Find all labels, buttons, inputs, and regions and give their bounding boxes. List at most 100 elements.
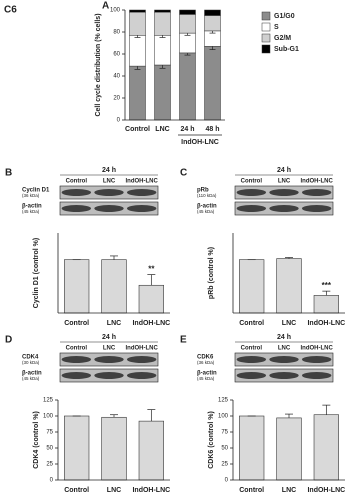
bar-segment bbox=[129, 11, 146, 36]
y-axis-label: CDK6 (control %) bbox=[208, 411, 215, 469]
blot-band bbox=[94, 372, 124, 379]
bar bbox=[101, 416, 127, 481]
lane-label: Control bbox=[66, 179, 88, 185]
bar-segment bbox=[129, 9, 146, 13]
blot-band bbox=[94, 356, 124, 363]
y-tick-label: 75 bbox=[221, 430, 228, 436]
y-tick-label: 20 bbox=[113, 96, 120, 102]
protein-size: (30 kDa) bbox=[22, 360, 40, 365]
bar-segment bbox=[129, 35, 146, 67]
blot-band bbox=[301, 372, 332, 379]
blot-band bbox=[236, 205, 267, 212]
bar-segment bbox=[179, 32, 196, 54]
blot-band bbox=[301, 189, 332, 196]
protein-name: Cyclin D1 bbox=[22, 188, 50, 194]
lane-label: LNC bbox=[278, 346, 291, 352]
y-tick-label: 0 bbox=[117, 118, 121, 124]
blot-band bbox=[269, 356, 299, 363]
bar-segment bbox=[204, 46, 221, 121]
bar-segment bbox=[129, 65, 146, 121]
blot-band bbox=[94, 189, 124, 196]
bar-segment bbox=[179, 9, 196, 15]
blot-band bbox=[269, 205, 299, 212]
y-tick-label: 0 bbox=[50, 478, 54, 484]
significance: ** bbox=[148, 265, 155, 274]
bar-segment bbox=[154, 35, 171, 66]
bar bbox=[239, 415, 265, 481]
bar-segment bbox=[154, 9, 171, 13]
y-tick-label: 75 bbox=[46, 430, 53, 436]
y-tick-label: 50 bbox=[46, 446, 53, 452]
lane-label: IndOH-LNC bbox=[126, 346, 159, 352]
bar bbox=[313, 295, 339, 314]
legend-swatch bbox=[261, 33, 271, 43]
protein-size: (110 kDa) bbox=[197, 193, 217, 198]
protein-size: (45 kDa) bbox=[22, 376, 40, 381]
bar-segment bbox=[179, 14, 196, 34]
y-tick-label: 125 bbox=[43, 398, 54, 404]
y-axis-label: Cell cycle distribution (% cells) bbox=[95, 13, 102, 116]
blot-band bbox=[61, 372, 92, 379]
lane-label: Control bbox=[66, 346, 88, 352]
panel-label: D bbox=[5, 335, 12, 346]
bar bbox=[313, 414, 339, 481]
x-tick-label: 24 h bbox=[180, 126, 194, 133]
legend-label: Sub-G1 bbox=[274, 46, 299, 53]
protein-name: CDK6 bbox=[197, 355, 214, 361]
lane-label: LNC bbox=[278, 179, 291, 185]
x-tick-label: IndOH-LNC bbox=[307, 487, 345, 494]
y-axis-label: CDK4 (control %) bbox=[33, 411, 40, 469]
x-tick-label: IndOH-LNC bbox=[307, 320, 345, 327]
bar-segment bbox=[204, 9, 221, 16]
y-tick-label: 100 bbox=[110, 8, 121, 14]
x-tick-label: Control bbox=[125, 126, 150, 133]
bar bbox=[276, 417, 302, 481]
protein-name: CDK4 bbox=[22, 355, 39, 361]
bar bbox=[64, 415, 90, 481]
protein-size: (36 kDa) bbox=[22, 193, 40, 198]
x-tick-label: LNC bbox=[282, 320, 296, 327]
bar bbox=[276, 258, 302, 314]
bar bbox=[64, 259, 90, 314]
blot-band bbox=[301, 205, 332, 212]
lane-label: LNC bbox=[103, 346, 116, 352]
bar bbox=[138, 284, 164, 314]
y-axis-label: pRb (control %) bbox=[208, 247, 215, 299]
lane-label: IndOH-LNC bbox=[301, 346, 334, 352]
lane-label: LNC bbox=[103, 179, 116, 185]
x-tick-label: LNC bbox=[107, 487, 121, 494]
x-tick-label: Control bbox=[64, 487, 89, 494]
protein-size: (45 kDa) bbox=[197, 376, 215, 381]
blot-band bbox=[126, 205, 157, 212]
bar-segment bbox=[154, 64, 171, 121]
x-tick-label: IndOH-LNC bbox=[132, 487, 170, 494]
lane-label: Control bbox=[241, 179, 263, 185]
y-tick-label: 40 bbox=[113, 74, 120, 80]
lane-label: IndOH-LNC bbox=[301, 179, 334, 185]
group-label: IndOH-LNC bbox=[181, 139, 219, 146]
protein-name: β-actin bbox=[22, 204, 42, 210]
y-tick-label: 25 bbox=[221, 462, 228, 468]
x-tick-label: LNC bbox=[107, 320, 121, 327]
y-tick-label: 60 bbox=[113, 52, 120, 58]
x-tick-label: Control bbox=[239, 487, 264, 494]
y-tick-label: 0 bbox=[225, 478, 229, 484]
blot-band bbox=[236, 189, 267, 196]
blot-band bbox=[61, 205, 92, 212]
legend-label: S bbox=[274, 24, 279, 31]
x-tick-label: 48 h bbox=[205, 126, 219, 133]
legend-label: G2/M bbox=[274, 35, 291, 42]
blot-band bbox=[269, 189, 299, 196]
protein-size: (45 kDa) bbox=[22, 209, 40, 214]
blot-band bbox=[94, 205, 124, 212]
blot-band bbox=[61, 189, 92, 196]
y-axis-label: Cyclin D1 (control %) bbox=[33, 238, 40, 308]
lane-label: Control bbox=[241, 346, 263, 352]
bar-segment bbox=[204, 15, 221, 32]
legend-label: G1/G0 bbox=[274, 13, 295, 20]
bar bbox=[239, 259, 265, 314]
protein-size: (45 kDa) bbox=[197, 209, 215, 214]
blot-band bbox=[61, 356, 92, 363]
y-tick-label: 125 bbox=[218, 398, 229, 404]
